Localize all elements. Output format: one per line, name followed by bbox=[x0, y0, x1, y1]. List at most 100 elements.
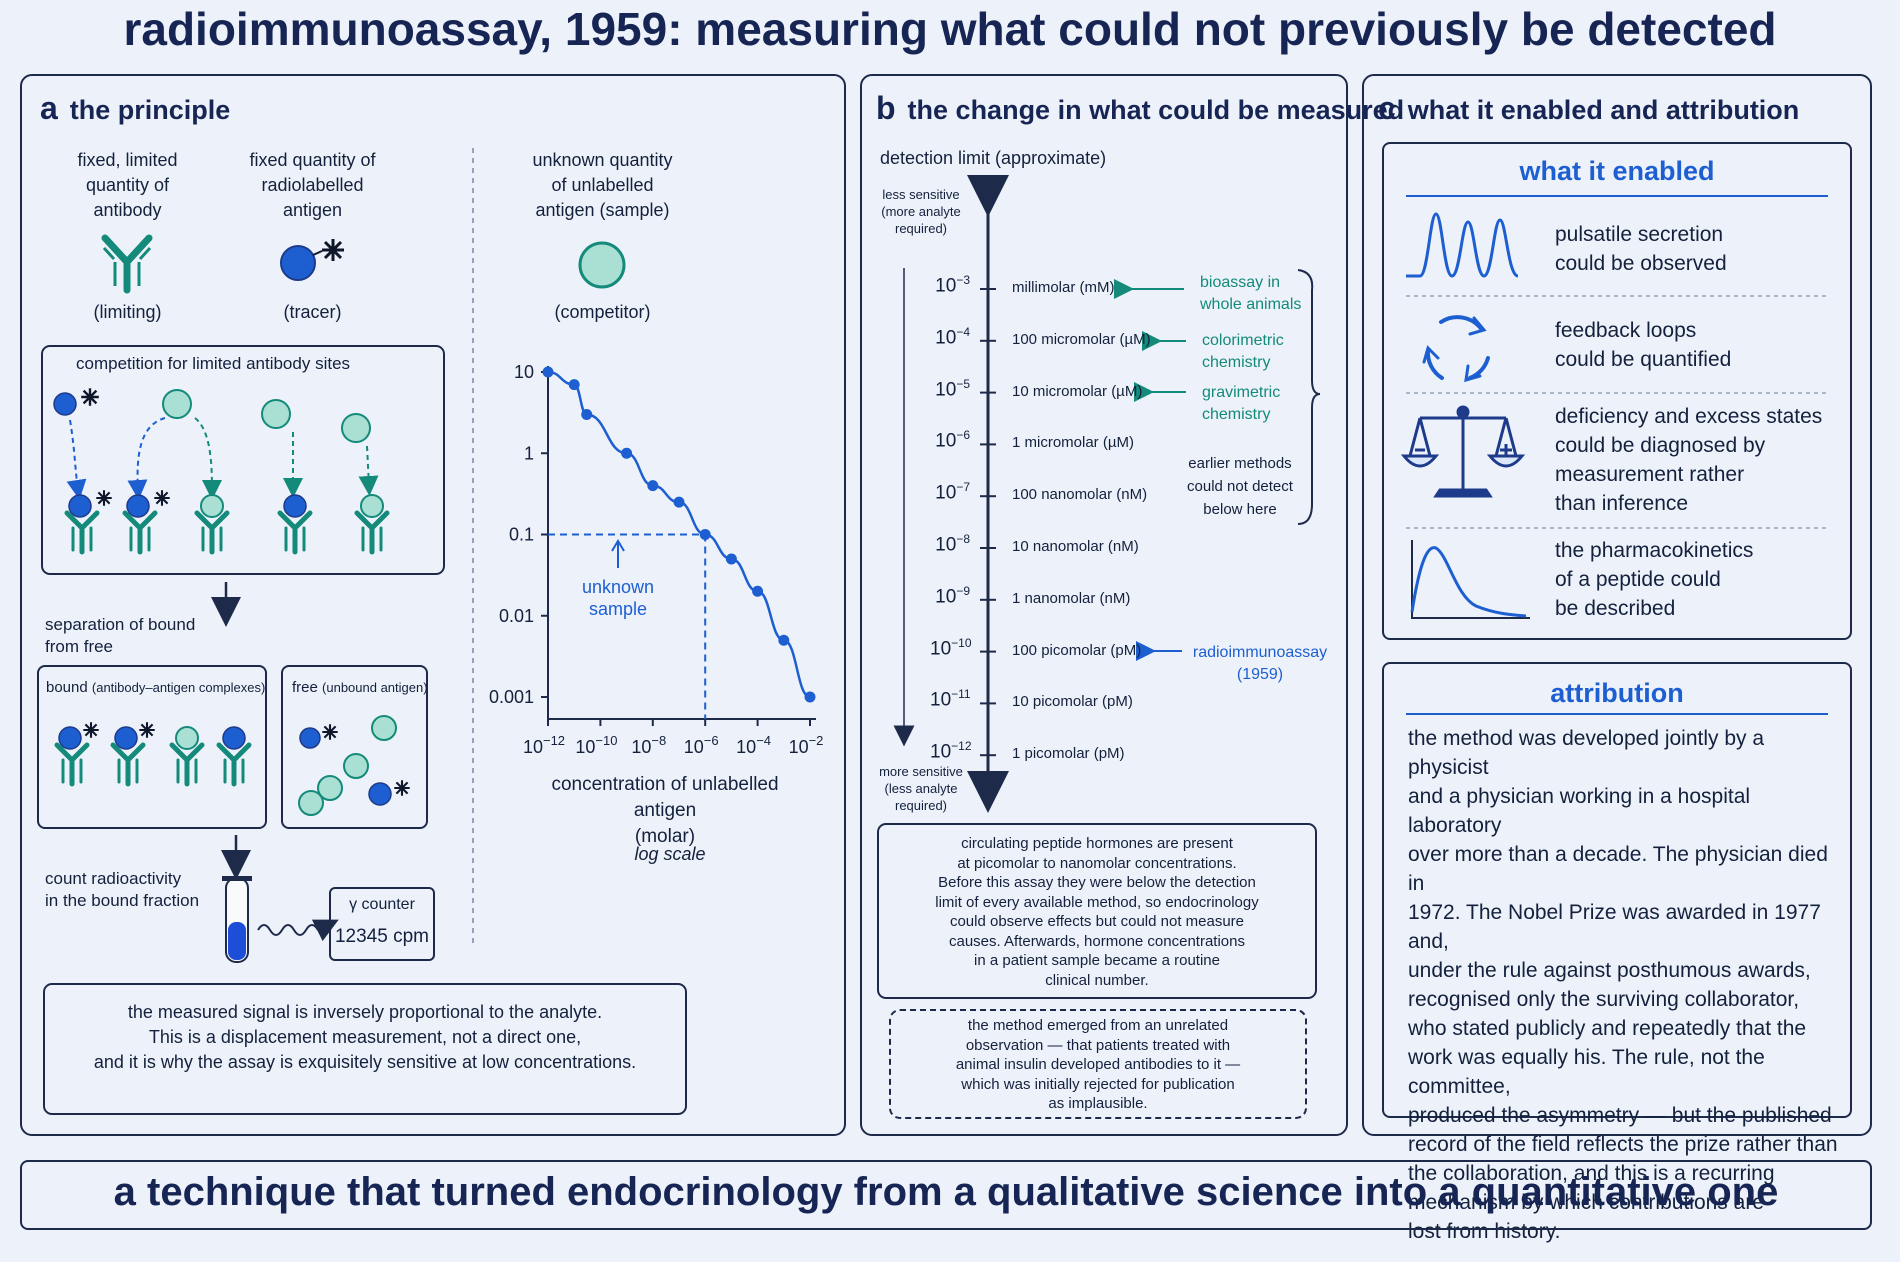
panel-c-letter: c bbox=[1378, 90, 1396, 126]
detection-exponent: 10−6 bbox=[935, 428, 970, 452]
detection-exponent: 10−11 bbox=[930, 687, 971, 711]
earlier-methods-note: earlier methods could not detect below h… bbox=[1187, 455, 1293, 518]
free-sub: (unbound antigen) bbox=[322, 680, 428, 695]
less-sensitive-note: less sensitive (more analyte required) bbox=[881, 187, 961, 236]
chart-y-tick-label: 10 bbox=[514, 362, 534, 382]
attribution-line: produced the asymmetry — but the publish… bbox=[1408, 1104, 1832, 1127]
detection-level-name: 100 picomolar (pM) bbox=[1012, 641, 1142, 659]
attribution-box bbox=[1382, 662, 1852, 1118]
chart-data-point bbox=[581, 408, 593, 420]
enabled-title: what it enabled bbox=[1519, 156, 1715, 186]
attribution-line: lost from history. bbox=[1408, 1220, 1561, 1243]
footer-text: a technique that turned endocrinology fr… bbox=[113, 1170, 1779, 1214]
panel-a-letter: a bbox=[40, 90, 58, 126]
chart-data-point bbox=[542, 366, 554, 378]
tracer-role: (tracer) bbox=[283, 302, 342, 322]
pulse-icon bbox=[1406, 212, 1519, 278]
method-gravimetric: gravimetric chemistry bbox=[1202, 384, 1281, 423]
footer-banner bbox=[20, 1160, 1872, 1230]
method-ria: radioimmunoassay (1959) bbox=[1192, 644, 1328, 683]
counter-title: γ counter bbox=[349, 896, 415, 913]
tracer-icon bbox=[280, 237, 346, 281]
panel-b bbox=[860, 74, 1348, 1136]
competitor-icon bbox=[578, 241, 626, 289]
chart-y-tick-label: 0.1 bbox=[509, 525, 534, 545]
attribution-line: work was equally his. The rule, not the … bbox=[1408, 1046, 1765, 1098]
balance-scales-icon bbox=[1400, 405, 1526, 498]
enabled-item-pharmacokinetics: the pharmacokinetics of a peptide could … bbox=[1555, 539, 1754, 620]
bound-sub: (antibody–antigen complexes) bbox=[91, 680, 266, 695]
chart-data-point bbox=[568, 379, 580, 391]
detection-level-name: 1 nanomolar (nM) bbox=[1012, 589, 1131, 607]
panel-c bbox=[1362, 74, 1872, 1136]
panel-c-heading: what it enabled and attribution bbox=[1407, 95, 1800, 125]
panel-a-heading: the principle bbox=[69, 95, 231, 125]
chart-data-point bbox=[778, 634, 790, 646]
chart-x-label: concentration of unlabelled antigen (mol… bbox=[551, 774, 779, 847]
unknown-sample-arrow bbox=[611, 539, 625, 568]
attribution-line: under the rule against posthumous awards… bbox=[1408, 959, 1811, 982]
attribution-line: the collaboration, and this is a recurri… bbox=[1408, 1162, 1775, 1185]
detection-exponent: 10−7 bbox=[935, 480, 970, 504]
chart-y-tick-label: 0.001 bbox=[489, 687, 534, 707]
attribution-line: the method was developed jointly by a ph… bbox=[1408, 727, 1765, 779]
unknown-sample-label: unknown sample bbox=[581, 577, 655, 619]
chart-data-point bbox=[804, 691, 816, 703]
bound-label: bound bbox=[46, 679, 88, 696]
attribution-text: the method was developed jointly by a ph… bbox=[1408, 724, 1848, 1246]
chart-y-tick-label: 0.01 bbox=[499, 606, 534, 626]
antibody-label: fixed, limited quantity of antibody bbox=[77, 150, 178, 220]
bound-heading: bound (antibody–antigen complexes) bbox=[46, 678, 265, 697]
chart-scale-note: log scale bbox=[634, 844, 706, 864]
detection-level-name: 10 nanomolar (nM) bbox=[1012, 538, 1139, 555]
detection-exponent: 10−9 bbox=[935, 583, 970, 608]
detection-axis-title: detection limit (approximate) bbox=[880, 148, 1107, 168]
detection-level-name: 100 nanomolar (nM) bbox=[1012, 486, 1148, 504]
panel-b-note-2: the method emerged from an unrelated obs… bbox=[955, 1017, 1241, 1112]
feedback-cycle-icon bbox=[1422, 315, 1490, 383]
antibody-icon bbox=[101, 234, 153, 294]
separation-label: separation of bound from free bbox=[45, 615, 196, 656]
panel-b-note-1: circulating peptide hormones are present… bbox=[935, 835, 1259, 989]
chart-data-point bbox=[673, 496, 685, 508]
tracer-label: fixed quantity of radiolabelled antigen bbox=[249, 150, 376, 220]
sample-label: unknown quantity of unlabelled antigen (… bbox=[532, 150, 673, 220]
more-sensitive-note: more sensitive (less analyte required) bbox=[879, 764, 963, 813]
detection-level-name: 100 micromolar (µM) bbox=[1012, 330, 1151, 348]
detection-exponent: 10−10 bbox=[930, 635, 972, 659]
panel-c-title: c what it enabled and attribution bbox=[1378, 90, 1799, 127]
detection-exponent: 10−3 bbox=[935, 273, 970, 297]
detection-level-name: 1 micromolar (µM) bbox=[1012, 434, 1134, 452]
detection-exponent: 10−12 bbox=[930, 739, 972, 763]
detection-exponent: 10−4 bbox=[935, 324, 970, 349]
count-label: count radioactivity in the bound fractio… bbox=[45, 869, 200, 910]
attribution-line: recognised only the surviving collaborat… bbox=[1408, 988, 1800, 1011]
attribution-line: who stated publicly and repeatedly that … bbox=[1408, 1017, 1807, 1040]
attribution-line: and a physician working in a hospital la… bbox=[1408, 785, 1751, 837]
chart-data-point bbox=[647, 480, 659, 492]
method-bioassay: bioassay in whole animals bbox=[1200, 274, 1302, 313]
antibody-role: (limiting) bbox=[93, 302, 162, 322]
enabled-item-diagnosis: deficiency and excess states could be di… bbox=[1555, 405, 1823, 515]
panel-b-letter: b bbox=[876, 90, 896, 126]
panel-a-title: a the principle bbox=[40, 90, 230, 127]
sample-role: (competitor) bbox=[554, 302, 651, 322]
pk-curve-icon bbox=[1410, 540, 1530, 619]
detection-exponent: 10−5 bbox=[935, 376, 970, 400]
attribution-line: 1972. The Nobel Prize was awarded in 197… bbox=[1408, 901, 1821, 953]
free-heading: free (unbound antigen) bbox=[292, 678, 428, 697]
chart-y-tick-label: 1 bbox=[524, 443, 534, 463]
enabled-box bbox=[1382, 142, 1852, 640]
detection-level-name: millimolar (mM) bbox=[1012, 279, 1115, 296]
test-tube-icon bbox=[222, 876, 252, 963]
chart-data-point bbox=[752, 585, 764, 597]
detection-level-name: 10 picomolar (pM) bbox=[1012, 693, 1133, 711]
attribution-line: mechanism by which contributions are bbox=[1408, 1191, 1764, 1214]
counter-value: 12345 cpm bbox=[334, 926, 429, 947]
attribution-line: over more than a decade. The physician d… bbox=[1408, 843, 1828, 895]
attribution-title: attribution bbox=[1550, 678, 1684, 708]
